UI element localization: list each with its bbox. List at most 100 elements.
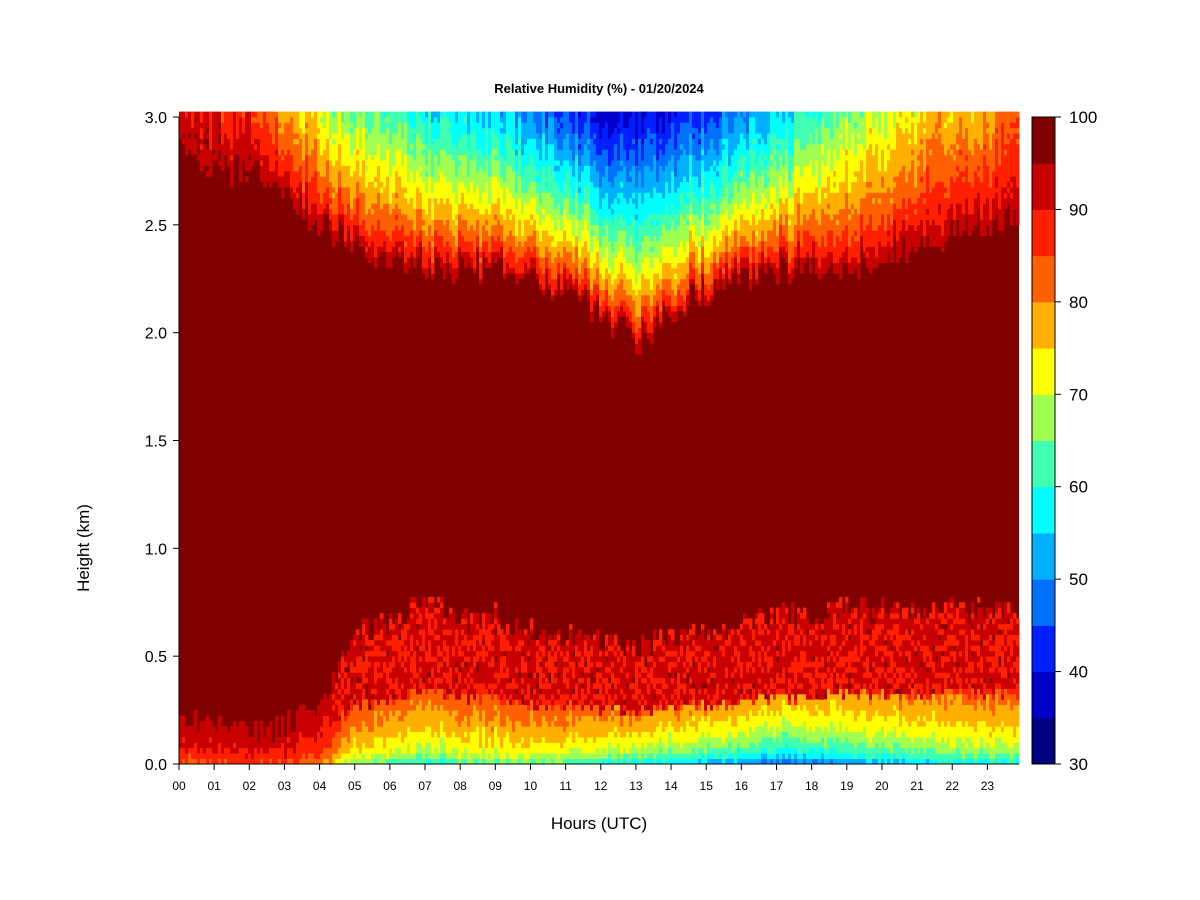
heatmap-cell: [194, 737, 197, 743]
heatmap-cell: [437, 171, 440, 177]
heatmap-cell: [233, 122, 236, 128]
heatmap-cell: [449, 645, 452, 651]
heatmap-cell: [185, 112, 188, 118]
heatmap-cell: [407, 112, 410, 118]
heatmap-cell: [212, 117, 215, 123]
heatmap-cell: [467, 139, 470, 145]
heatmap-cell: [545, 753, 548, 759]
heatmap-cell: [317, 176, 320, 182]
heatmap-cell: [518, 640, 521, 646]
heatmap-cell: [251, 128, 254, 134]
heatmap-cell: [281, 192, 284, 198]
heatmap-cell: [191, 144, 194, 150]
heatmap-cell: [368, 155, 371, 161]
heatmap-cell: [329, 144, 332, 150]
heatmap-cell: [404, 149, 407, 155]
heatmap-cell: [299, 705, 302, 711]
heatmap-cell: [431, 602, 434, 608]
heatmap-cell: [410, 203, 413, 209]
heatmap-cell: [332, 176, 335, 182]
heatmap-cell: [440, 656, 443, 662]
heatmap-cell: [359, 683, 362, 689]
heatmap-cell: [440, 748, 443, 754]
heatmap-cell: [365, 635, 368, 641]
heatmap-cell: [200, 753, 203, 759]
heatmap-cell: [347, 726, 350, 732]
heatmap-cell: [515, 624, 518, 630]
heatmap-cell: [548, 128, 551, 134]
heatmap-cell: [485, 721, 488, 727]
heatmap-cell: [314, 753, 317, 759]
heatmap-cell: [269, 155, 272, 161]
heatmap-cell: [269, 112, 272, 118]
heatmap-cell: [299, 742, 302, 748]
heatmap-cell: [368, 128, 371, 134]
heatmap-cell: [479, 678, 482, 684]
heatmap-cell: [455, 263, 458, 269]
heatmap-cell: [551, 689, 554, 695]
heatmap-cell: [545, 198, 548, 204]
heatmap-cell: [491, 139, 494, 145]
heatmap-cell: [494, 155, 497, 161]
heatmap-cell: [332, 236, 335, 242]
heatmap-cell: [473, 640, 476, 646]
heatmap-cell: [410, 128, 413, 134]
heatmap-cell: [497, 219, 500, 225]
heatmap-cell: [488, 198, 491, 204]
heatmap-cell: [488, 144, 491, 150]
heatmap-cell: [443, 117, 446, 123]
heatmap-cell: [269, 753, 272, 759]
heatmap-cell: [236, 128, 239, 134]
heatmap-cell: [395, 721, 398, 727]
heatmap-cell: [266, 128, 269, 134]
heatmap-cell: [512, 257, 515, 263]
heatmap-cell: [254, 139, 257, 145]
heatmap-cell: [194, 710, 197, 716]
heatmap-cell: [377, 694, 380, 700]
heatmap-cell: [371, 726, 374, 732]
heatmap-cell: [389, 715, 392, 721]
heatmap-cell: [485, 214, 488, 220]
heatmap-cell: [536, 133, 539, 139]
heatmap-cell: [230, 166, 233, 172]
heatmap-cell: [350, 705, 353, 711]
heatmap-cell: [200, 732, 203, 738]
heatmap-cell: [422, 117, 425, 123]
heatmap-cell: [353, 133, 356, 139]
heatmap-cell: [380, 715, 383, 721]
heatmap-cell: [281, 715, 284, 721]
heatmap-cell: [455, 715, 458, 721]
heatmap-cell: [497, 737, 500, 743]
heatmap-cell: [296, 182, 299, 188]
heatmap-cell: [449, 613, 452, 619]
heatmap-cell: [512, 689, 515, 695]
heatmap-cell: [536, 257, 539, 263]
heatmap-cell: [533, 694, 536, 700]
heatmap-cell: [287, 117, 290, 123]
heatmap-cell: [533, 753, 536, 759]
heatmap-cell: [275, 748, 278, 754]
heatmap-cell: [530, 624, 533, 630]
heatmap-cell: [332, 241, 335, 247]
heatmap-cell: [296, 198, 299, 204]
heatmap-cell: [434, 214, 437, 220]
heatmap-cell: [419, 726, 422, 732]
heatmap-cell: [473, 635, 476, 641]
heatmap-cell: [404, 166, 407, 172]
heatmap-cell: [464, 241, 467, 247]
heatmap-cell: [374, 699, 377, 705]
heatmap-cell: [443, 241, 446, 247]
heatmap-cell: [404, 721, 407, 727]
heatmap-cell: [461, 737, 464, 743]
heatmap-cell: [344, 144, 347, 150]
heatmap-cell: [452, 726, 455, 732]
heatmap-cell: [551, 225, 554, 231]
heatmap-cell: [476, 166, 479, 172]
heatmap-cell: [419, 678, 422, 684]
heatmap-cell: [521, 241, 524, 247]
heatmap-cell: [233, 117, 236, 123]
heatmap-cell: [434, 613, 437, 619]
heatmap-cell: [293, 171, 296, 177]
heatmap-cell: [260, 133, 263, 139]
heatmap-cell: [479, 214, 482, 220]
